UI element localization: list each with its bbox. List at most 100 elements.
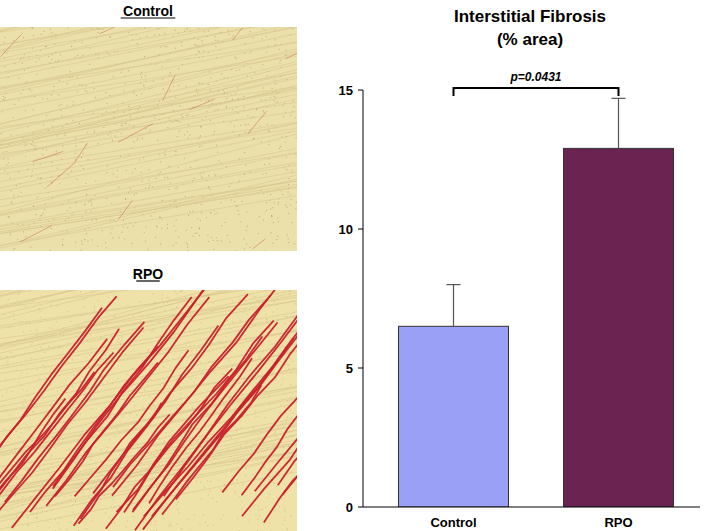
speckle: [139, 160, 140, 161]
fiber: [0, 148, 297, 206]
speckle: [13, 40, 14, 41]
speckle: [266, 52, 267, 53]
speckle: [288, 192, 289, 193]
speckle: [106, 447, 107, 448]
speckle: [108, 447, 109, 448]
speckle: [23, 231, 24, 232]
speckle: [166, 46, 167, 47]
speckle: [38, 58, 39, 59]
speckle: [121, 133, 122, 134]
speckle: [126, 374, 127, 375]
speckle: [41, 317, 42, 318]
speckle: [120, 156, 121, 157]
speckle: [89, 497, 90, 498]
speckle: [291, 373, 292, 374]
speckle: [271, 215, 272, 216]
speckle: [137, 138, 138, 139]
speckle: [191, 301, 192, 302]
speckle: [216, 237, 217, 238]
speckle: [142, 360, 143, 361]
speckle: [198, 82, 199, 83]
speckle: [221, 225, 222, 226]
speckle: [110, 220, 111, 221]
figure: ControlRPOInterstitial Fibrosis(% area)C…: [0, 0, 705, 531]
speckle: [270, 530, 271, 531]
speckle: [188, 486, 189, 487]
speckle: [97, 32, 98, 33]
speckle: [173, 245, 174, 246]
speckle: [218, 160, 219, 161]
speckle: [172, 498, 173, 499]
speckle: [75, 145, 76, 146]
speckle: [117, 109, 118, 110]
speckle: [76, 524, 77, 525]
speckle: [188, 125, 189, 126]
speckle: [24, 145, 25, 146]
speckle: [36, 507, 37, 508]
speckle: [281, 498, 282, 499]
speckle: [293, 413, 294, 414]
speckle: [173, 86, 174, 87]
speckle: [110, 37, 111, 38]
speckle: [67, 83, 68, 84]
speckle: [89, 489, 90, 490]
speckle: [178, 444, 179, 445]
speckle: [77, 92, 78, 93]
speckle: [47, 98, 48, 99]
speckle: [98, 300, 99, 301]
speckle: [227, 235, 228, 236]
speckle: [180, 291, 181, 292]
speckle: [32, 301, 33, 302]
speckle: [122, 125, 123, 126]
speckle: [66, 529, 67, 530]
speckle: [259, 515, 260, 516]
speckle: [280, 60, 281, 61]
speckle: [89, 63, 90, 65]
speckle: [270, 232, 271, 233]
image-bg: [0, 27, 297, 251]
speckle: [62, 127, 63, 128]
speckle: [186, 115, 187, 116]
speckle: [32, 109, 33, 110]
speckle: [58, 418, 59, 419]
speckle: [130, 116, 131, 117]
speckle: [154, 34, 155, 35]
speckle: [91, 521, 92, 522]
speckle: [178, 501, 179, 502]
fiber: [0, 165, 297, 216]
speckle: [235, 93, 236, 94]
speckle: [35, 146, 36, 147]
speckle: [198, 28, 199, 29]
speckle: [247, 115, 248, 116]
speckle: [45, 368, 46, 369]
speckle: [169, 118, 170, 119]
speckle: [285, 316, 286, 317]
speckle: [272, 88, 273, 89]
speckle: [243, 96, 244, 97]
speckle: [228, 30, 229, 31]
speckle: [285, 364, 286, 365]
fiber: [0, 290, 297, 345]
speckle: [102, 29, 103, 30]
speckle: [250, 53, 251, 54]
speckle: [134, 322, 135, 323]
speckle: [273, 100, 274, 101]
speckle: [210, 120, 211, 121]
speckle: [206, 396, 207, 397]
speckle: [163, 366, 164, 367]
speckle: [86, 211, 87, 212]
speckle: [266, 36, 267, 37]
speckle: [200, 322, 201, 323]
speckle: [16, 431, 17, 432]
speckle: [134, 194, 135, 195]
speckle: [18, 437, 19, 438]
speckle: [151, 453, 152, 454]
fiber: [0, 175, 297, 246]
speckle: [133, 225, 134, 226]
speckle: [94, 88, 95, 89]
fiber: [0, 123, 297, 188]
speckle: [208, 31, 209, 32]
speckle: [296, 137, 297, 138]
speckle: [169, 524, 170, 525]
speckle: [131, 351, 132, 352]
